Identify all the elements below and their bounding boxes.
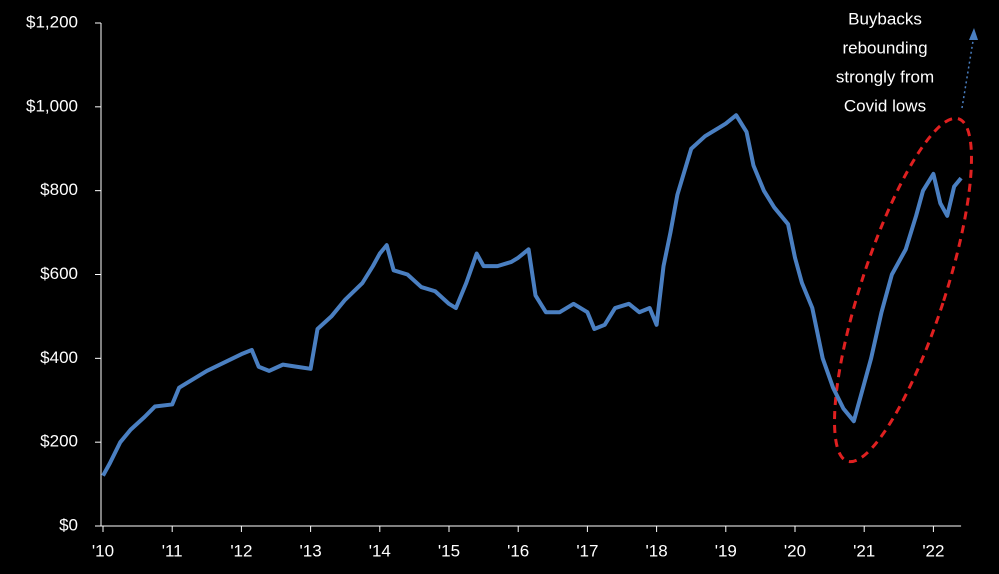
y-tick-label: $800 bbox=[40, 180, 78, 199]
x-tick-label: '10 bbox=[92, 541, 114, 560]
y-tick-label: $1,000 bbox=[26, 96, 78, 115]
annotation: Buybacks bbox=[848, 9, 922, 28]
y-tick-label: $200 bbox=[40, 432, 78, 451]
y-tick-label: $1,200 bbox=[26, 12, 78, 31]
x-tick-label: '15 bbox=[438, 541, 460, 560]
data-line bbox=[101, 113, 963, 477]
x-tick-label: '11 bbox=[162, 541, 183, 560]
x-tick-label: '20 bbox=[784, 541, 806, 560]
x-tick-label: '18 bbox=[646, 541, 668, 560]
annotation: Covid lows bbox=[844, 96, 926, 115]
x-tick-label: '16 bbox=[507, 541, 529, 560]
x-tick-label: '22 bbox=[922, 541, 944, 560]
annotation: strongly from bbox=[836, 67, 934, 86]
x-tick-label: '17 bbox=[576, 541, 598, 560]
annotation: rebounding bbox=[842, 38, 927, 57]
y-tick-label: $400 bbox=[40, 348, 78, 367]
x-tick-label: '19 bbox=[715, 541, 737, 560]
x-tick-label: '13 bbox=[300, 541, 322, 560]
x-tick-label: '21 bbox=[853, 541, 875, 560]
x-tick-label: '12 bbox=[230, 541, 252, 560]
x-tick-label: '14 bbox=[369, 541, 391, 560]
y-tick-label: $600 bbox=[40, 264, 78, 283]
arrow-head bbox=[969, 28, 978, 40]
y-tick-label: $0 bbox=[59, 515, 78, 534]
annotation-arrow bbox=[961, 34, 975, 109]
